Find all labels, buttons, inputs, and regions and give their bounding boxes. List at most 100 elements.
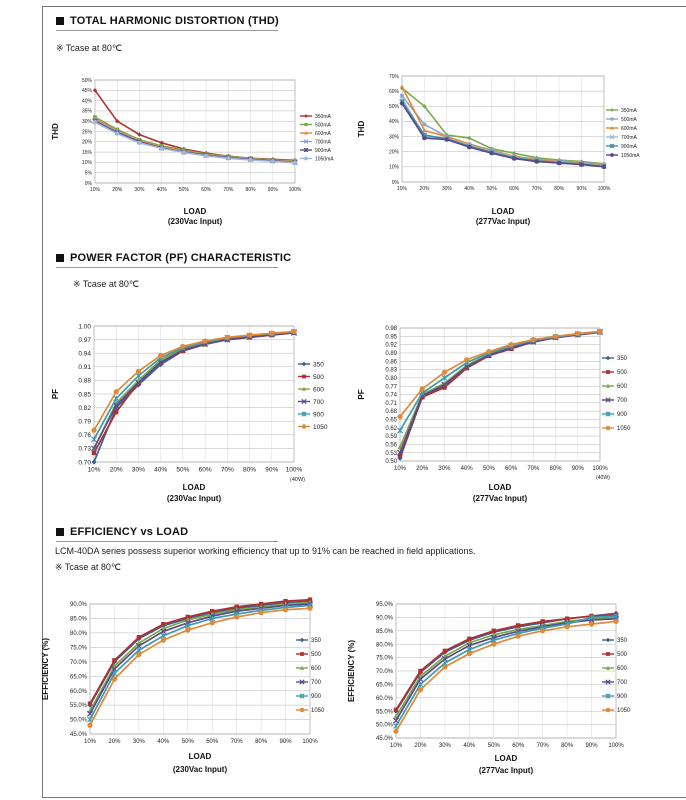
data-point xyxy=(224,334,230,340)
legend-label: 500mA xyxy=(315,122,332,128)
x-axis-label: LOAD xyxy=(492,207,515,216)
x-tick-label: 90% xyxy=(577,186,588,192)
y-tick-label: 20% xyxy=(389,149,400,155)
legend-entry: 350mA xyxy=(300,114,332,120)
legend-label: 500 xyxy=(311,652,322,658)
data-point xyxy=(422,135,427,141)
y-tick-label: 0.85 xyxy=(78,391,91,398)
data-point xyxy=(92,120,98,125)
legend-label: 500mA xyxy=(621,117,638,123)
legend-marker xyxy=(301,424,307,429)
series-900 xyxy=(393,613,619,729)
data-point xyxy=(491,641,497,647)
legend-label: 350 xyxy=(313,361,324,368)
y-tick-label: 60% xyxy=(389,89,400,95)
data-point xyxy=(441,381,448,388)
data-point xyxy=(87,701,93,706)
y-tick-label: 0.80 xyxy=(385,376,397,382)
series-line xyxy=(399,330,601,418)
legend-entry: 900mA xyxy=(606,143,638,150)
legend-marker xyxy=(299,707,305,713)
x-tick-label: 30% xyxy=(438,466,451,472)
pf-277-chart: 0.50 0.53 0.56 0.59 0.62 0.65 0.68 0.71 0.74 0.77… xyxy=(356,320,656,515)
legend-entry: 900 xyxy=(296,693,322,700)
y-tick-label: 0.83 xyxy=(385,368,397,374)
eff-description: LCM-40DA series possess superior working… xyxy=(55,546,476,556)
data-point xyxy=(115,131,120,136)
y-tick-label: 0.79 xyxy=(78,418,91,425)
x-tick-label: 90% xyxy=(265,467,278,474)
x-tick-label: 20% xyxy=(108,739,121,745)
data-point xyxy=(160,628,167,635)
legend-label: 900 xyxy=(311,694,322,700)
data-point xyxy=(115,119,120,124)
y-tick-label: 50% xyxy=(82,78,93,84)
x-tick-label: 100% xyxy=(302,739,318,745)
legend-entry: 500 xyxy=(602,652,628,658)
data-point xyxy=(597,328,603,334)
legend-entry: 600mA xyxy=(606,126,638,132)
legend-marker xyxy=(300,652,304,656)
data-point xyxy=(516,623,521,628)
x-tick-label: 80% xyxy=(243,467,256,474)
legend-entry: 600 xyxy=(296,665,322,672)
wattage-label: (40W) xyxy=(290,477,305,483)
data-point xyxy=(552,333,559,339)
series-line xyxy=(395,620,617,732)
data-point xyxy=(158,352,164,359)
legend-marker xyxy=(302,374,306,379)
y-tick-label: 45.0% xyxy=(376,736,394,742)
legend-label: 900 xyxy=(617,694,628,700)
y-tick-label: 30% xyxy=(82,119,93,125)
legend-entry: 900 xyxy=(602,693,628,700)
y-tick-label: 0% xyxy=(392,180,400,186)
legend-entry: 1050 xyxy=(602,707,631,714)
bullet-square-icon xyxy=(56,17,64,25)
y-tick-label: 0.92 xyxy=(385,343,397,349)
x-tick-label: 70% xyxy=(223,187,234,193)
legend-label: 1050mA xyxy=(621,153,640,159)
legend-entry: 350 xyxy=(298,361,324,368)
y-tick-label: 0.88 xyxy=(78,378,91,385)
data-point xyxy=(111,670,118,677)
legend-entry: 700 xyxy=(298,399,324,406)
legend-entry: 1050 xyxy=(296,707,325,714)
y-tick-label: 15% xyxy=(82,150,93,156)
data-point xyxy=(419,386,425,392)
data-point xyxy=(564,616,570,621)
y-tick-label: 85.0% xyxy=(376,629,394,635)
series-line xyxy=(401,102,605,168)
series-line xyxy=(89,601,311,712)
series-line xyxy=(93,330,295,431)
x-tick-label: 90% xyxy=(586,743,599,749)
legend-entry: 900mA xyxy=(300,147,332,154)
legend-marker xyxy=(299,693,305,699)
thd-230-svg: 0% 5% 10% 15% 20% 25% 30% 35% 40% 45% 50% 10% 20% 30%… xyxy=(51,78,334,226)
x-tick-label: 40% xyxy=(157,739,170,745)
data-point xyxy=(418,668,423,674)
data-point xyxy=(203,153,209,159)
data-point xyxy=(556,160,562,166)
legend-marker xyxy=(301,386,307,391)
data-point xyxy=(202,338,208,344)
legend-label: 350mA xyxy=(315,114,332,120)
pf-section-title: POWER FACTOR (PF) CHARACTERISTIC xyxy=(56,252,291,264)
legend-label: 350 xyxy=(617,638,628,644)
x-tick-label: 80% xyxy=(561,743,574,749)
x-tick-label: 60% xyxy=(201,187,212,193)
x-tick-label: 30% xyxy=(132,467,145,474)
legend-marker xyxy=(303,147,309,153)
x-tick-label: 80% xyxy=(255,739,268,745)
legend-entry: 1050mA xyxy=(606,153,640,159)
eff-277-svg: 45.0% 50.0% 55.0% 60.0% 65.0% 70.0% 75.0% 80.0%… xyxy=(347,602,631,775)
data-point xyxy=(283,598,288,604)
legend-label: 600 xyxy=(617,666,628,672)
x-tick-label: 90% xyxy=(268,187,279,193)
x-tick-label: 40% xyxy=(463,743,476,749)
data-point xyxy=(270,159,275,164)
legend-entry: 350mA xyxy=(606,108,638,114)
data-point xyxy=(466,650,472,657)
x-tick-label: 10% xyxy=(394,466,407,472)
y-tick-label: 0.91 xyxy=(78,364,91,371)
x-tick-label: 20% xyxy=(419,186,430,192)
